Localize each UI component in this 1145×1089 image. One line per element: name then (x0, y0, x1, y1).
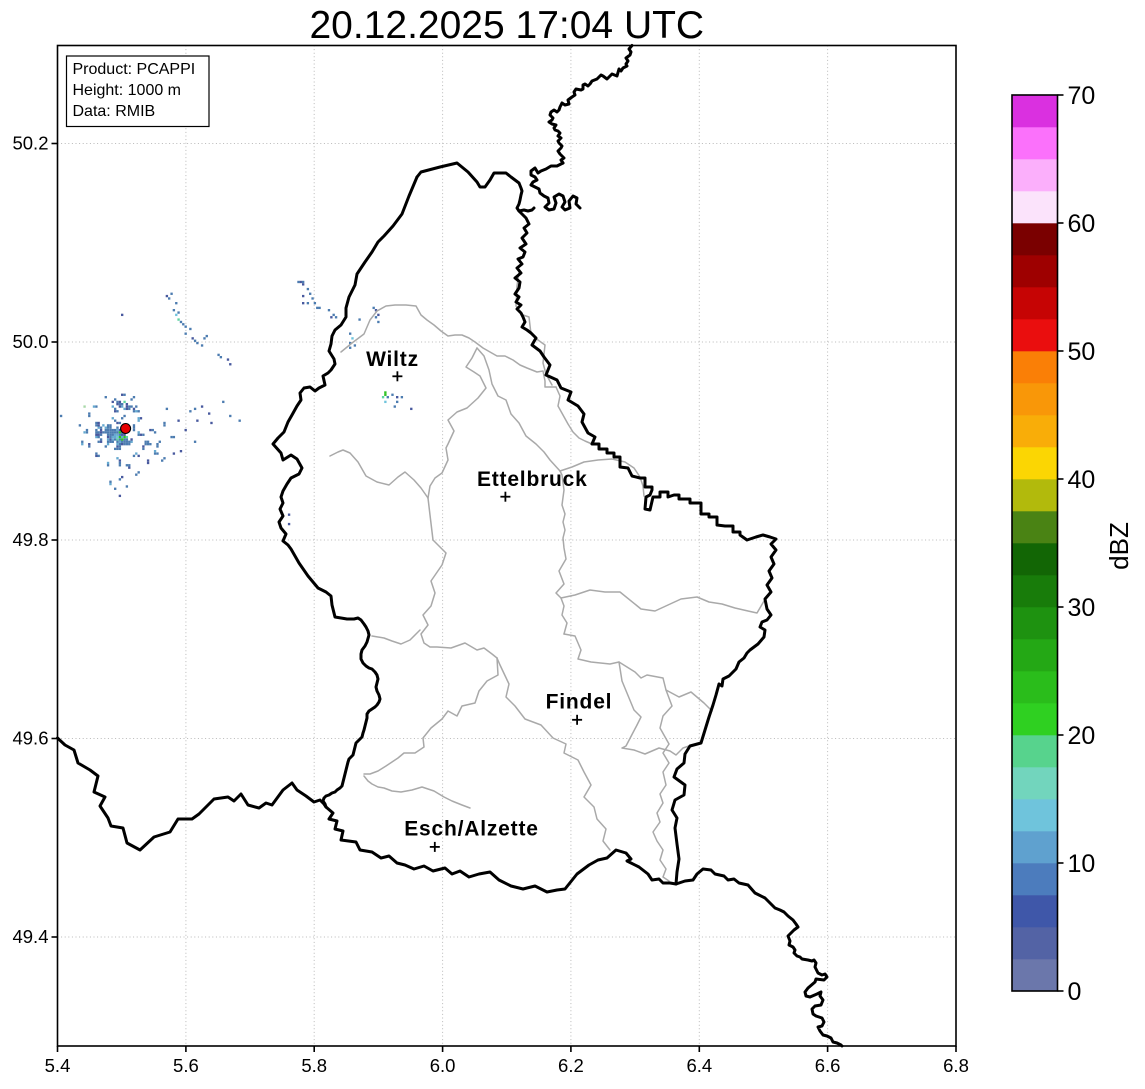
svg-text:70: 70 (1068, 82, 1096, 110)
svg-text:49.8: 49.8 (12, 529, 48, 550)
svg-text:6.4: 6.4 (686, 1055, 712, 1076)
svg-text:50: 50 (1068, 338, 1096, 366)
svg-text:Data: RMIB: Data: RMIB (73, 103, 156, 120)
svg-text:Height: 1000 m: Height: 1000 m (73, 82, 182, 99)
svg-text:5.6: 5.6 (173, 1055, 199, 1076)
svg-text:Product: PCAPPI: Product: PCAPPI (73, 61, 196, 78)
svg-text:49.4: 49.4 (12, 926, 48, 947)
svg-text:40: 40 (1068, 466, 1096, 494)
svg-text:10: 10 (1068, 850, 1096, 878)
svg-text:6.2: 6.2 (558, 1055, 584, 1076)
svg-text:49.6: 49.6 (12, 728, 48, 749)
svg-text:50.2: 50.2 (12, 133, 48, 154)
svg-text:Ettelbruck: Ettelbruck (477, 468, 588, 491)
svg-text:Wiltz: Wiltz (366, 348, 419, 371)
svg-text:0: 0 (1068, 978, 1082, 1006)
svg-text:Findel: Findel (546, 691, 613, 714)
svg-text:5.4: 5.4 (45, 1055, 71, 1076)
svg-text:30: 30 (1068, 594, 1096, 622)
svg-text:6.6: 6.6 (815, 1055, 841, 1076)
svg-text:60: 60 (1068, 210, 1096, 238)
svg-text:50.0: 50.0 (12, 331, 48, 352)
svg-text:5.8: 5.8 (301, 1055, 327, 1076)
svg-text:6.8: 6.8 (943, 1055, 969, 1076)
svg-text:dBZ: dBZ (1104, 522, 1134, 570)
svg-text:20: 20 (1068, 722, 1096, 750)
svg-text:Esch/Alzette: Esch/Alzette (404, 817, 538, 840)
svg-text:20.12.2025 17:04 UTC: 20.12.2025 17:04 UTC (309, 4, 704, 47)
svg-text:6.0: 6.0 (430, 1055, 456, 1076)
